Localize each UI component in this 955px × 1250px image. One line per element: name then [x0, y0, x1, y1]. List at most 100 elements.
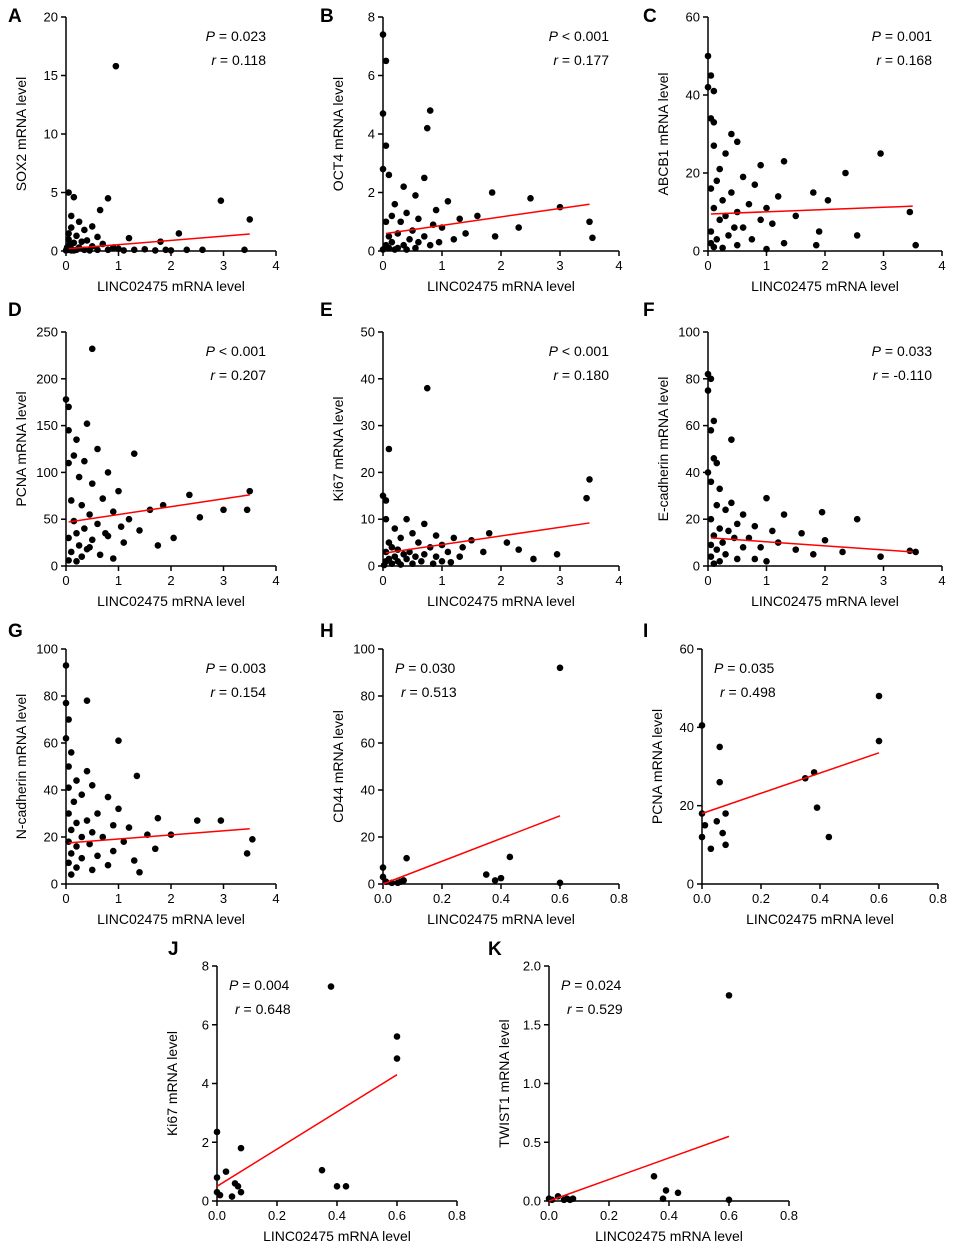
data-point	[450, 236, 458, 243]
r-label: r	[567, 1001, 573, 1017]
p-value-annotation: P = 0.004	[229, 977, 290, 993]
data-point	[713, 236, 721, 243]
y-tick-label: 200	[36, 371, 58, 386]
data-point	[67, 826, 75, 834]
regression-line	[216, 1074, 398, 1187]
data-point	[403, 209, 410, 217]
data-point	[222, 1168, 230, 1175]
data-point	[62, 735, 70, 742]
data-point	[704, 52, 712, 60]
r-value-annotation: r = 0.154	[210, 684, 266, 700]
regression-line	[548, 1135, 730, 1202]
data-point	[136, 868, 143, 876]
data-point	[94, 810, 101, 817]
y-tick-label: 150	[36, 418, 58, 433]
data-point	[707, 541, 715, 549]
x-tick-label: 0	[379, 573, 386, 588]
data-point	[391, 246, 399, 253]
data-point	[739, 224, 747, 231]
y-tick-label: 0	[51, 244, 58, 259]
data-point	[728, 499, 735, 507]
x-tick-label: 3	[220, 891, 227, 906]
data-point	[67, 497, 75, 504]
data-point	[733, 138, 741, 146]
data-point	[710, 560, 718, 567]
data-point	[418, 558, 425, 565]
p-value: < 0.001	[215, 343, 266, 359]
r-value: = 0.180	[558, 367, 609, 383]
x-tick-label: 1	[115, 258, 122, 273]
data-point	[120, 838, 128, 845]
r-value: = 0.648	[240, 1001, 291, 1017]
r-value-annotation: r = 0.513	[401, 684, 457, 700]
x-tick-label: 0	[62, 258, 69, 273]
x-tick-label: 0.6	[720, 1208, 738, 1223]
data-point	[382, 218, 390, 226]
data-point	[88, 866, 96, 874]
data-point	[877, 553, 884, 560]
data-point	[704, 387, 712, 394]
regression-line	[701, 752, 880, 815]
regression-line	[385, 203, 590, 235]
data-point	[421, 174, 428, 182]
data-point	[65, 459, 72, 467]
y-axis-label: OCT4 mRNA level	[330, 77, 346, 191]
data-point	[400, 877, 407, 884]
data-point	[73, 819, 80, 827]
p-label: P	[549, 343, 559, 359]
data-point	[716, 216, 723, 224]
y-tick-label: 60	[44, 736, 58, 751]
data-point	[725, 527, 732, 535]
x-tick-label: 4	[272, 573, 279, 588]
data-point	[86, 511, 93, 518]
data-point	[397, 218, 405, 226]
data-point	[67, 871, 75, 878]
data-point	[707, 228, 715, 235]
data-point	[810, 551, 817, 558]
data-point	[65, 810, 72, 817]
data-point	[515, 224, 522, 231]
y-tick-label: 0	[368, 244, 375, 259]
data-point	[154, 814, 162, 822]
data-point	[109, 555, 117, 562]
x-axis-label: LINC02475 mRNA level	[427, 911, 575, 927]
p-label: P	[206, 343, 216, 359]
data-point	[906, 547, 914, 555]
x-tick-label: 0	[62, 891, 69, 906]
data-point	[130, 450, 138, 457]
panel-f: F 0 20 40 60 80 100 0 1 2 3 4 LINC02475 mRNA level E-…	[643, 300, 946, 609]
data-point	[707, 515, 715, 523]
data-point	[75, 218, 83, 226]
data-point	[710, 119, 718, 126]
r-value-annotation: r = 0.207	[210, 367, 266, 383]
panel-b: B 0 2 4 6 8 0 1 2 3 4 LINC02475 mRNA level OCT4 mRNA…	[320, 6, 623, 294]
data-point	[722, 841, 729, 849]
data-point	[704, 83, 712, 91]
p-value: = 0.004	[238, 977, 289, 993]
data-point	[403, 555, 410, 563]
data-point	[716, 558, 723, 565]
y-tick-label: 100	[353, 642, 375, 657]
x-tick-label: 0.8	[780, 1208, 798, 1223]
data-point	[474, 212, 481, 220]
x-tick-label: 0.8	[929, 891, 947, 906]
y-tick-label: 40	[361, 783, 375, 798]
data-point	[506, 853, 514, 861]
data-point	[812, 241, 820, 249]
r-value-annotation: r = 0.177	[553, 52, 609, 68]
data-point	[716, 165, 723, 173]
r-label: r	[876, 52, 882, 68]
y-tick-label: 80	[686, 371, 700, 386]
panel-letter: B	[320, 6, 334, 27]
data-point	[65, 716, 72, 723]
data-point	[73, 777, 80, 784]
data-point	[393, 1033, 401, 1040]
x-tick-label: 0.0	[374, 891, 392, 906]
y-tick-label: 0	[51, 559, 58, 574]
panel-c: C 0 20 40 60 0 1 2 3 4 LINC02475 mRNA level ABCB1 m…	[643, 6, 946, 294]
data-point	[713, 459, 721, 467]
data-point	[698, 833, 706, 841]
data-point	[412, 553, 419, 560]
data-point	[704, 469, 712, 476]
data-point	[733, 520, 741, 528]
